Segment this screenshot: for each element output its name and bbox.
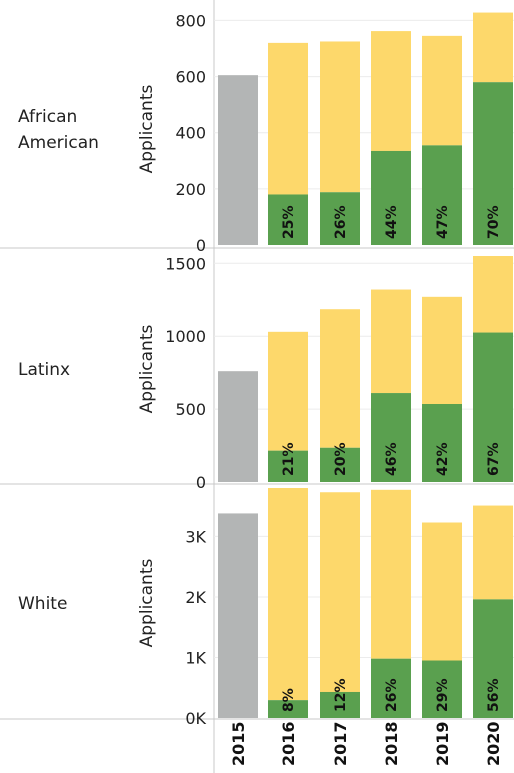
- y-tick-label: 500: [175, 400, 206, 419]
- y-tick-label: 800: [175, 11, 206, 30]
- bar-segment-remaining: [371, 289, 411, 394]
- percent-label: 21%: [281, 442, 297, 476]
- bar-baseline: [218, 371, 258, 482]
- bar-segment-remaining: [422, 296, 462, 404]
- bar-segment-remaining: [371, 31, 411, 151]
- bar-segment-admitted: [371, 150, 411, 245]
- bar-segment-remaining: [320, 41, 360, 193]
- bar-segment-admitted: [320, 447, 360, 482]
- bar-segment-remaining: [268, 331, 308, 451]
- percent-label: 70%: [486, 205, 502, 239]
- bar-segment-admitted: [473, 332, 513, 482]
- y-tick-label: 1K: [185, 648, 206, 667]
- y-axis-title: Applicants: [137, 558, 157, 647]
- bar-baseline: [218, 75, 258, 245]
- percent-label: 26%: [384, 678, 400, 712]
- percent-label: 56%: [486, 678, 502, 712]
- bar-segment-remaining: [422, 35, 462, 146]
- y-tick-label: 600: [175, 68, 206, 87]
- bar-segment-admitted: [422, 660, 462, 718]
- x-tick-label: 2020: [484, 721, 503, 766]
- row-label: American: [18, 133, 99, 153]
- percent-label: 42%: [435, 442, 451, 476]
- y-tick-label: 1500: [165, 254, 206, 273]
- y-axis-title: Applicants: [137, 84, 157, 173]
- bar-segment-admitted: [473, 82, 513, 245]
- bar-segment-remaining: [268, 488, 308, 701]
- row-label: Latinx: [18, 360, 70, 380]
- bar-segment-remaining: [473, 505, 513, 600]
- x-tick-label: 2015: [229, 721, 248, 766]
- y-tick-label: 0K: [185, 709, 206, 728]
- bar-segment-remaining: [268, 42, 308, 195]
- y-axis-title: Applicants: [137, 324, 157, 413]
- y-tick-label: 0: [196, 236, 206, 255]
- bar-segment-remaining: [371, 489, 411, 659]
- bar-segment-admitted: [473, 599, 513, 718]
- bar-segment-remaining: [473, 256, 513, 333]
- bar-segment-admitted: [422, 403, 462, 482]
- x-tick-label: 2019: [433, 721, 452, 766]
- y-tick-label: 1000: [165, 327, 206, 346]
- percent-label: 67%: [486, 442, 502, 476]
- percent-label: 12%: [333, 678, 349, 712]
- percent-label: 20%: [333, 442, 349, 476]
- bar-segment-remaining: [320, 492, 360, 692]
- y-tick-label: 0: [196, 473, 206, 492]
- percent-label: 26%: [333, 205, 349, 239]
- x-tick-label: 2017: [331, 721, 350, 766]
- percent-label: 25%: [281, 205, 297, 239]
- bar-segment-admitted: [268, 194, 308, 245]
- percent-label: 29%: [435, 678, 451, 712]
- bar-segment-remaining: [422, 522, 462, 661]
- percent-label: 47%: [435, 205, 451, 239]
- y-tick-label: 400: [175, 124, 206, 143]
- bar-segment-admitted: [320, 192, 360, 245]
- bar-segment-admitted: [268, 450, 308, 482]
- bar-segment-remaining: [320, 309, 360, 448]
- percent-label: 44%: [384, 205, 400, 239]
- bar-segment-admitted: [320, 691, 360, 718]
- row-label: White: [18, 594, 67, 614]
- y-tick-label: 3K: [185, 527, 206, 546]
- percent-label: 8%: [281, 688, 297, 712]
- bar-segment-remaining: [473, 12, 513, 83]
- bar-segment-admitted: [268, 700, 308, 718]
- percent-label: 46%: [384, 442, 400, 476]
- bar-segment-admitted: [371, 658, 411, 718]
- bar-segment-admitted: [371, 393, 411, 482]
- y-tick-label: 200: [175, 180, 206, 199]
- row-label: African: [18, 107, 77, 127]
- bar-segment-admitted: [422, 145, 462, 245]
- x-tick-label: 2016: [279, 721, 298, 766]
- y-tick-label: 2K: [185, 588, 206, 607]
- x-tick-label: 2018: [382, 721, 401, 766]
- bar-baseline: [218, 513, 258, 718]
